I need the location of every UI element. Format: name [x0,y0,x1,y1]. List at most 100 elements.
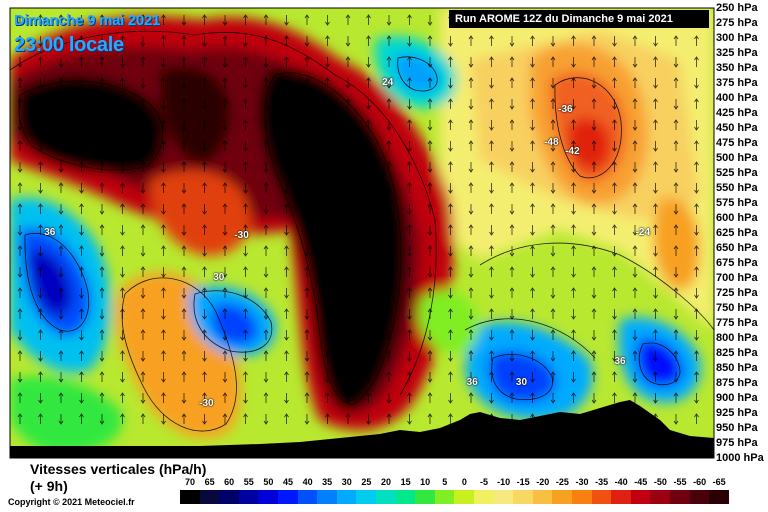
contour-value-label: -36 [558,104,573,115]
color-scale-swatch [513,490,534,504]
wind-arrow-head [407,105,412,110]
wind-arrow-head [632,287,638,292]
wind-arrow-head [632,203,638,208]
wind-arrow-head [591,161,597,166]
wind-arrow-head [407,392,412,397]
wind-arrow-head [120,336,125,341]
color-scale-label: -25 [555,477,569,487]
wind-arrow-head [345,399,351,404]
wind-arrow-head [448,119,453,124]
color-scale-label: 40 [302,477,313,487]
wind-arrow-head [427,35,433,40]
wind-arrow-head [325,231,330,236]
wind-arrow-head [243,98,248,103]
wind-arrow-head [673,224,679,229]
wind-arrow-head [694,245,699,250]
wind-arrow-head [325,182,330,187]
wind-arrow-head [530,35,535,40]
wind-arrow-head [673,287,679,292]
wind-arrow-head [140,224,146,229]
wind-arrow-head [181,189,187,194]
wind-arrow-head [263,273,269,278]
wind-arrow-head [571,273,576,278]
color-scale-swatch [611,490,632,504]
wind-arrow-head [427,168,433,173]
wind-arrow-head [653,161,658,166]
wind-arrow-head [284,294,289,299]
wind-arrow-head [304,147,310,152]
wind-arrow-head [243,147,248,152]
color-scale-label: 35 [322,477,333,487]
wind-arrow-head [550,147,556,152]
wind-arrow-head [58,77,64,82]
color-scale-swatch [219,490,240,504]
wind-arrow-head [571,105,576,110]
wind-arrow-head [591,56,597,61]
wind-arrow-head [304,56,310,61]
wind-arrow-head [17,308,23,313]
wind-arrow-head [99,287,105,292]
wind-arrow-head [202,42,207,47]
wind-arrow-head [509,210,515,215]
wind-arrow-head [427,308,433,313]
wind-arrow-head [509,252,515,257]
wind-arrow-head [571,35,576,40]
wind-arrow-head [99,315,105,320]
wind-arrow-head [366,35,371,40]
wind-arrow-head [202,14,207,19]
wind-arrow-head [550,399,556,404]
pressure-tick-label: 475 hPa [716,137,758,149]
wind-arrow-head [489,308,494,313]
wind-arrow-head [612,357,617,362]
contour-value-label: 36 [466,377,478,388]
wind-arrow-head [17,203,23,208]
wind-arrow-head [222,98,228,103]
wind-arrow-head [38,98,43,103]
wind-arrow-head [99,224,105,229]
wind-arrow-head [304,14,310,19]
wind-arrow-head [345,56,351,61]
wind-arrow-head [222,336,228,341]
color-scale-swatch [454,490,475,504]
wind-arrow-head [304,329,310,334]
wind-arrow-head [99,119,105,124]
wind-arrow-head [161,287,166,292]
wind-arrow-head [140,119,146,124]
color-scale-label: -30 [575,477,589,487]
wind-arrow-head [550,266,556,271]
wind-arrow-head [161,392,166,397]
wind-arrow-head [366,273,371,278]
wind-arrow-head [448,147,453,152]
wind-arrow-head [612,392,617,397]
color-scale-swatch [591,490,612,504]
wind-arrow-head [202,147,207,152]
wind-arrow-head [386,336,392,341]
wind-arrow-head [243,56,248,61]
wind-arrow-head [263,140,269,145]
wind-arrow-head [284,231,289,236]
wind-arrow-head [58,392,64,397]
wind-arrow-head [17,336,23,341]
wind-arrow-head [673,105,679,110]
wind-arrow-head [468,329,474,334]
wind-arrow-head [161,378,166,383]
wind-arrow-head [161,273,166,278]
wind-arrow-head [673,168,679,173]
wind-arrow-head [530,287,535,292]
wind-arrow-head [161,210,166,215]
wind-arrow-head [530,182,535,187]
wind-arrow-head [222,392,228,397]
wind-arrow-head [79,399,84,404]
wind-arrow-head [530,168,535,173]
wind-arrow-head [366,392,371,397]
wind-arrow-head [448,224,453,229]
wind-arrow-head [612,56,617,61]
wind-arrow-head [99,371,105,376]
wind-arrow-head [550,371,556,376]
wind-arrow-head [222,413,228,418]
wind-arrow-head [653,119,658,124]
wind-arrow-head [571,350,576,355]
wind-arrow-head [222,203,228,208]
pressure-tick-label: 725 hPa [716,287,758,299]
wind-arrow-head [181,56,187,61]
